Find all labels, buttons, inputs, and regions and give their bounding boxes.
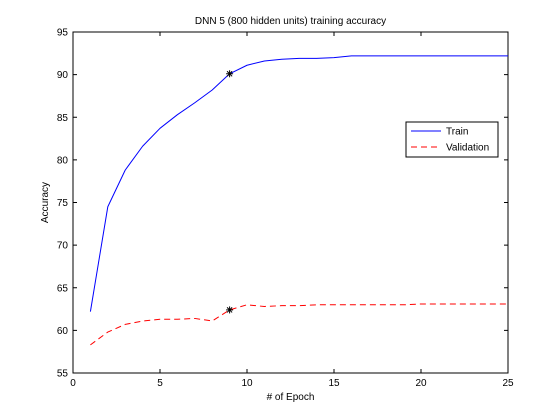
y-tick-label: 90 [57, 70, 69, 81]
marker-star-validation [226, 306, 234, 314]
x-tick-label: 15 [328, 378, 340, 389]
legend-label-validation: Validation [446, 143, 489, 154]
marker-star-train [226, 70, 234, 78]
marker-layer [226, 70, 234, 314]
y-tick-label: 75 [57, 198, 69, 209]
y-tick-label: 55 [57, 369, 69, 380]
x-tick-label: 25 [502, 378, 514, 389]
x-tick-label: 10 [241, 378, 253, 389]
y-tick-label: 80 [57, 155, 69, 166]
chart-title: DNN 5 (800 hidden units) training accura… [195, 16, 386, 27]
x-tick-label: 5 [157, 378, 163, 389]
x-axis-label: # of Epoch [267, 392, 315, 403]
series-line-train [89, 55, 508, 312]
y-tick-label: 65 [57, 283, 69, 294]
y-tick-label: 60 [57, 326, 69, 337]
series-layer [89, 55, 508, 346]
y-axis-label: Accuracy [40, 182, 51, 223]
series-line-validation [90, 303, 508, 346]
x-tick-label: 20 [415, 378, 427, 389]
legend-box [405, 121, 499, 158]
plot-area [72, 31, 509, 374]
tick-layer: 0 5 10 15 20 25 55 60 65 70 75 80 85 90 95 [57, 28, 514, 390]
legend: Train Validation [405, 121, 499, 158]
y-tick-label: 95 [57, 28, 69, 39]
legend-label-train: Train [446, 127, 468, 138]
x-tick-label: 0 [70, 378, 76, 389]
y-tick-label: 70 [57, 241, 69, 252]
y-tick-label: 85 [57, 113, 69, 124]
